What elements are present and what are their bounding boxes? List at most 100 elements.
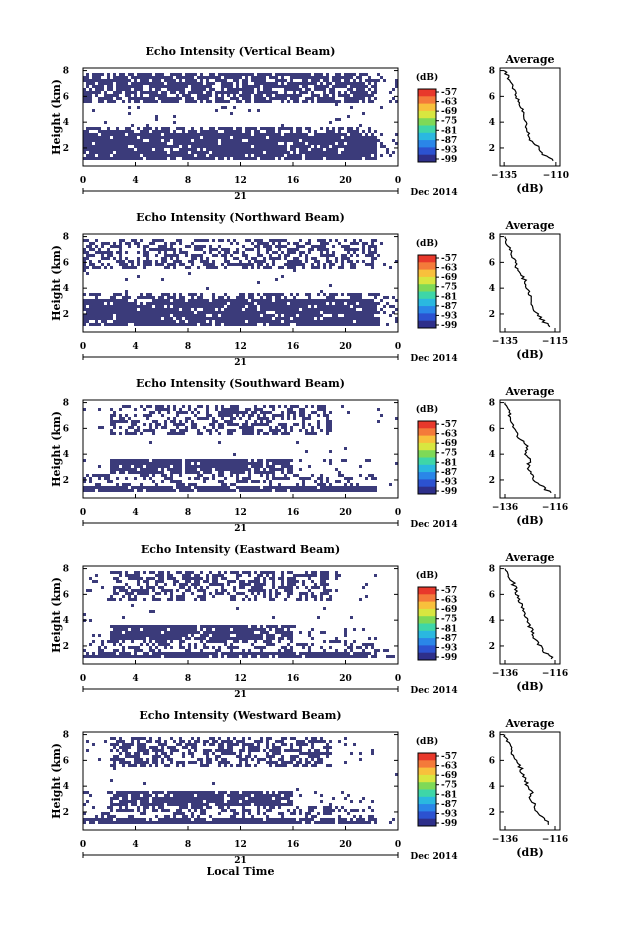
echo-cell: [203, 311, 206, 314]
echo-cell: [269, 257, 272, 260]
echo-cell: [122, 260, 125, 263]
echo-cell: [83, 151, 86, 154]
echo-cell: [323, 254, 326, 257]
echo-cell: [380, 154, 383, 157]
echo-cell: [119, 311, 122, 314]
echo-cell: [119, 459, 122, 462]
echo-cell: [224, 260, 227, 263]
echo-cell: [251, 586, 254, 589]
echo-cell: [182, 634, 185, 637]
echo-cell: [368, 142, 371, 145]
echo-cell: [146, 465, 149, 468]
echo-cell: [227, 100, 230, 103]
echo-cell: [218, 145, 221, 148]
echo-cell: [134, 305, 137, 308]
profile-y-tick-label: 6: [489, 258, 495, 268]
echo-cell: [230, 97, 233, 100]
echo-cell: [86, 317, 89, 320]
echo-cell: [113, 242, 116, 245]
echo-cell: [329, 139, 332, 142]
echo-cell: [248, 308, 251, 311]
echo-cell: [224, 489, 227, 492]
echo-cell: [206, 580, 209, 583]
echo-cell: [191, 242, 194, 245]
echo-cell: [278, 414, 281, 417]
echo-cell: [137, 580, 140, 583]
echo-cell: [95, 293, 98, 296]
echo-cell: [191, 571, 194, 574]
echo-cell: [161, 145, 164, 148]
echo-cell: [179, 97, 182, 100]
echo-cell: [275, 82, 278, 85]
echo-cell: [248, 136, 251, 139]
echo-cell: [245, 257, 248, 260]
echo-cell: [161, 302, 164, 305]
echo-cell: [245, 489, 248, 492]
echo-cell: [194, 625, 197, 628]
echo-cell: [119, 320, 122, 323]
echo-cell: [95, 580, 98, 583]
echo-cell: [335, 486, 338, 489]
echo-cell: [161, 414, 164, 417]
echo-cell: [158, 76, 161, 79]
echo-cell: [317, 320, 320, 323]
echo-cell: [212, 82, 215, 85]
echo-cell: [230, 154, 233, 157]
echo-cell: [191, 154, 194, 157]
echo-cell: [221, 142, 224, 145]
echo-cell: [191, 317, 194, 320]
echo-cell: [197, 489, 200, 492]
echo-cell: [260, 100, 263, 103]
echo-cell: [368, 308, 371, 311]
echo-cell: [287, 136, 290, 139]
echo-cell: [167, 320, 170, 323]
echo-cell: [293, 405, 296, 408]
echo-cell: [107, 486, 110, 489]
echo-cell: [182, 139, 185, 142]
echo-cell: [161, 130, 164, 133]
echo-cell: [362, 88, 365, 91]
echo-cell: [212, 580, 215, 583]
echo-cell: [269, 157, 272, 160]
echo-cell: [224, 248, 227, 251]
echo-cell: [83, 266, 86, 269]
echo-cell: [161, 296, 164, 299]
echo-cell: [368, 154, 371, 157]
echo-cell: [185, 302, 188, 305]
echo-cell: [374, 320, 377, 323]
echo-cell: [119, 574, 122, 577]
echo-cell: [152, 634, 155, 637]
echo-cell: [155, 320, 158, 323]
echo-cell: [233, 130, 236, 133]
echo-cell: [185, 145, 188, 148]
echo-cell: [323, 79, 326, 82]
echo-cell: [185, 100, 188, 103]
echo-cell: [122, 314, 125, 317]
echo-cell: [254, 299, 257, 302]
echo-cell: [239, 127, 242, 130]
echo-cell: [143, 91, 146, 94]
echo-cell: [221, 94, 224, 97]
echo-cell: [224, 139, 227, 142]
echo-cell: [125, 655, 128, 658]
echo-cell: [251, 426, 254, 429]
echo-cell: [221, 592, 224, 595]
echo-cell: [152, 308, 155, 311]
echo-cell: [113, 589, 116, 592]
echo-cell: [332, 100, 335, 103]
echo-cell: [311, 257, 314, 260]
echo-cell: [128, 637, 131, 640]
colorbar-tick-label: -57: [441, 254, 457, 264]
echo-cell: [218, 320, 221, 323]
echo-cell: [107, 257, 110, 260]
echo-cell: [131, 589, 134, 592]
echo-cell: [350, 260, 353, 263]
echo-cell: [263, 480, 266, 483]
echo-cell: [284, 486, 287, 489]
echo-cell: [155, 302, 158, 305]
echo-cell: [275, 239, 278, 242]
echo-cell: [386, 148, 389, 151]
echo-cell: [173, 100, 176, 103]
echo-cell: [242, 311, 245, 314]
